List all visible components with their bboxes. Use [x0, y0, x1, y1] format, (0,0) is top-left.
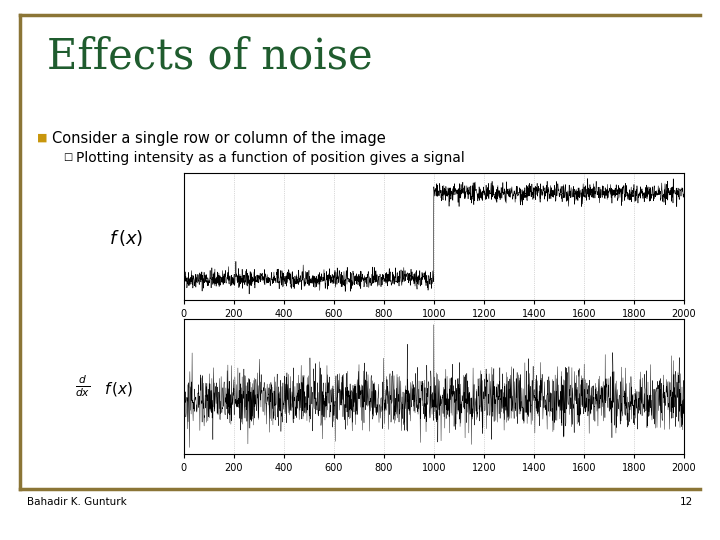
- Text: $f\,(x)$: $f\,(x)$: [109, 227, 143, 248]
- Text: 12: 12: [680, 496, 693, 507]
- Text: □: □: [63, 152, 73, 163]
- Text: Bahadir K. Gunturk: Bahadir K. Gunturk: [27, 496, 127, 507]
- Text: Plotting intensity as a function of position gives a signal: Plotting intensity as a function of posi…: [76, 151, 464, 165]
- Text: $f\,(x)$: $f\,(x)$: [104, 380, 133, 398]
- Text: ■: ■: [37, 132, 48, 143]
- Text: Effects of noise: Effects of noise: [47, 35, 372, 77]
- Text: Consider a single row or column of the image: Consider a single row or column of the i…: [52, 131, 386, 146]
- Text: $\frac{d}{dx}$: $\frac{d}{dx}$: [75, 373, 91, 399]
